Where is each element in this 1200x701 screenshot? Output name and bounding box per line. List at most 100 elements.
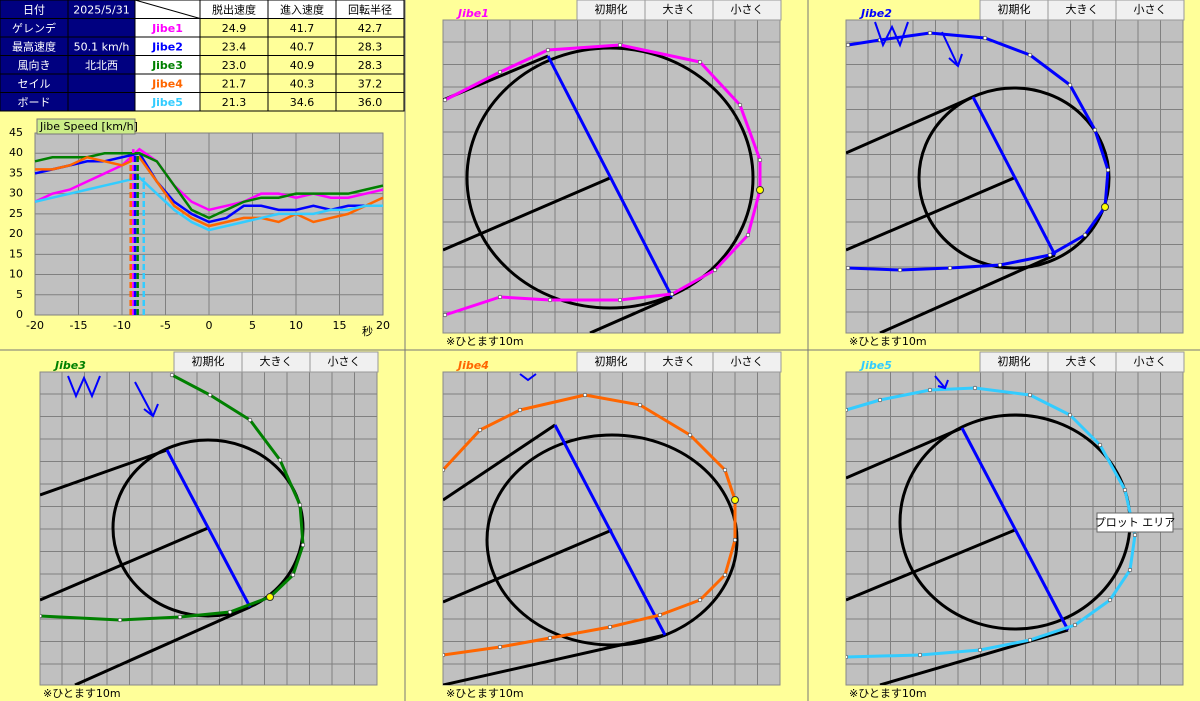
track-point <box>1067 82 1073 88</box>
x-tick-label: 0 <box>206 319 213 332</box>
button-label[interactable]: 小さく <box>731 3 764 16</box>
button[interactable] <box>712 0 782 21</box>
button-label[interactable]: 大きく <box>663 354 696 368</box>
table-text: 40.9 <box>290 59 315 72</box>
table-text: 37.2 <box>358 77 383 90</box>
table-text: Jibe4 <box>151 77 183 90</box>
button-label[interactable]: 小さく <box>328 355 361 368</box>
button-label[interactable]: 初期化 <box>998 354 1031 368</box>
track-point <box>497 69 503 75</box>
y-tick-label: 40 <box>9 146 23 159</box>
jibe-panel: Jibe4 初期化 大きく 小さく ※ひとます10m <box>442 351 782 700</box>
table-text: 風向き <box>18 58 51 72</box>
track-point <box>40 613 43 619</box>
x-tick-label: 20 <box>376 319 390 332</box>
track-point <box>1027 52 1033 58</box>
button-label[interactable]: 大きく <box>1066 2 1099 16</box>
track-point <box>1122 487 1128 493</box>
panel-title: Jibe3 <box>53 359 86 372</box>
button[interactable] <box>1115 0 1185 21</box>
track-point <box>846 654 849 660</box>
x-tick-label: -10 <box>113 319 131 332</box>
button-label[interactable]: 大きく <box>663 2 696 16</box>
y-tick-label: 25 <box>9 207 23 220</box>
course-line <box>846 95 974 155</box>
button-label[interactable]: 大きく <box>1066 354 1099 368</box>
track-point <box>1027 637 1033 643</box>
wind-arrow <box>934 375 949 390</box>
course-line <box>846 426 963 480</box>
y-tick-label: 0 <box>16 308 23 321</box>
speed-line <box>34 147 384 212</box>
track-point <box>497 644 503 650</box>
y-tick-label: 5 <box>16 288 23 301</box>
table-text: セイル <box>18 77 51 90</box>
button-label[interactable]: 初期化 <box>998 2 1031 16</box>
course-line <box>846 176 1015 252</box>
track-point <box>1092 127 1098 133</box>
radius-line <box>165 449 252 608</box>
track-point <box>947 265 953 271</box>
table-text: 最高速度 <box>12 39 56 53</box>
table-text: 42.7 <box>358 22 383 35</box>
button[interactable] <box>1115 351 1185 373</box>
scale-note: ※ひとます10m <box>446 335 524 348</box>
plot-content <box>846 20 1183 333</box>
track-point <box>846 407 849 413</box>
track-point <box>117 617 123 623</box>
track-point <box>1067 412 1073 418</box>
track-point <box>1072 622 1078 628</box>
button[interactable] <box>309 351 379 373</box>
chart-title: Jibe Speed [km/h] <box>39 120 138 133</box>
speed-line <box>34 151 384 220</box>
course-line <box>40 526 209 602</box>
course-line <box>443 633 666 685</box>
button-label[interactable]: 大きく <box>260 354 293 368</box>
jibe-panel: Jibe3 初期化 大きく 小さく ※ひとます10m <box>39 351 379 700</box>
button-label[interactable]: 小さく <box>1134 3 1167 16</box>
jibe-panel: Jibe2 初期化 大きく 小さく ※ひとます10m <box>845 0 1185 348</box>
x-tick-label: -15 <box>70 319 88 332</box>
y-tick-label: 20 <box>9 227 23 240</box>
jibe-panel: Jibe1 初期化 大きく 小さく ※ひとます10m <box>442 0 782 348</box>
track-point <box>443 652 446 658</box>
track-point <box>443 97 448 103</box>
info-cell <box>67 18 136 38</box>
jibe-panel: Jibe5 初期化 大きく 小さく ※ひとます10m <box>845 351 1185 700</box>
track-point <box>687 432 693 438</box>
tooltip-box <box>1096 512 1174 533</box>
track-point <box>669 291 675 297</box>
track-point <box>1082 232 1088 238</box>
x-tick-label: -20 <box>26 319 44 332</box>
scale-note: ※ひとます10m <box>43 687 121 700</box>
button-label[interactable]: 小さく <box>1134 355 1167 368</box>
button-label[interactable]: 初期化 <box>192 354 225 368</box>
track-point <box>517 407 523 413</box>
track-point <box>617 42 623 48</box>
course-line <box>443 423 556 502</box>
table-text: ゲレンデ <box>12 21 56 35</box>
plot-content <box>443 372 780 685</box>
track-point <box>177 614 183 620</box>
track-point <box>1107 597 1113 603</box>
x-tick-label: 10 <box>289 319 303 332</box>
radius-line <box>546 55 674 298</box>
scale-note: ※ひとます10m <box>446 687 524 700</box>
button-label[interactable]: 初期化 <box>595 354 628 368</box>
track-point <box>997 262 1003 268</box>
track-point <box>1127 567 1133 573</box>
track-point <box>722 467 728 473</box>
track-point <box>1047 252 1053 258</box>
y-tick-label: 35 <box>9 166 23 179</box>
track-point <box>732 537 738 543</box>
track-point <box>737 102 743 108</box>
radius-line <box>971 96 1057 256</box>
course-line <box>879 253 1056 333</box>
track-point <box>637 402 643 408</box>
panel-title: Jibe2 <box>859 7 892 20</box>
button-label[interactable]: 小さく <box>731 355 764 368</box>
button[interactable] <box>712 351 782 373</box>
plot-content <box>40 372 377 685</box>
table-text: 北北西 <box>85 59 118 72</box>
button-label[interactable]: 初期化 <box>595 2 628 16</box>
